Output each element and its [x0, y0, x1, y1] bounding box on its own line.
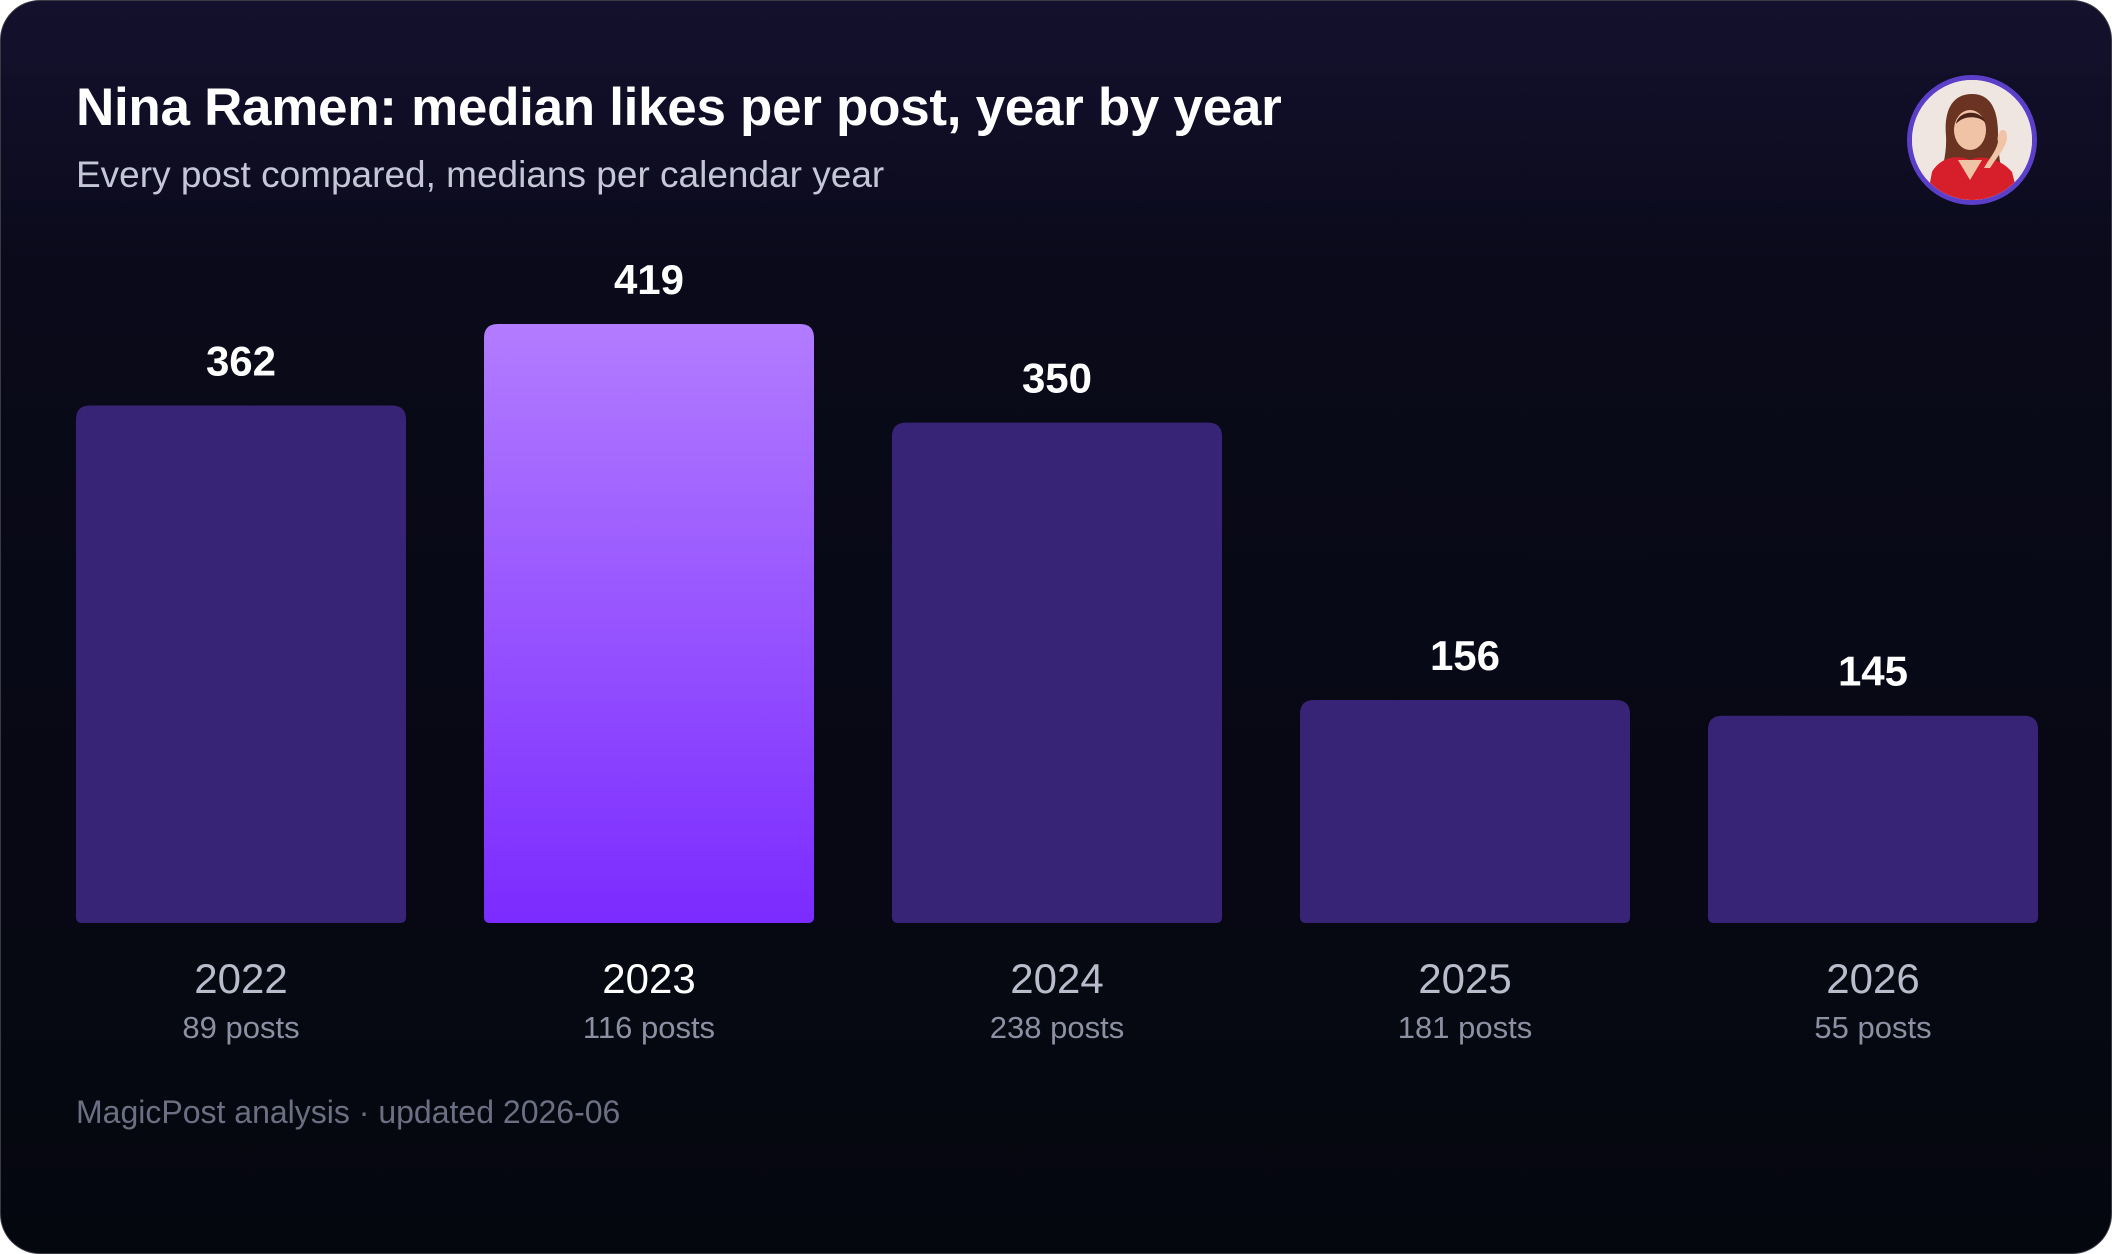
bar-2024 [892, 422, 1222, 923]
year-label-2025: 2025 [1418, 955, 1511, 1002]
bar-2022 [76, 405, 406, 923]
year-label-2026: 2026 [1826, 955, 1919, 1002]
post-count-2025: 181 posts [1398, 1010, 1532, 1045]
post-count-2023: 116 posts [583, 1010, 715, 1045]
value-label-2024: 350 [1022, 355, 1092, 402]
value-label-2022: 362 [206, 337, 276, 384]
year-label-2023: 2023 [602, 955, 695, 1002]
chart-title: Nina Ramen: median likes per post, year … [76, 78, 1282, 137]
bar-2025 [1300, 699, 1630, 923]
post-count-2024: 238 posts [990, 1010, 1124, 1045]
bars-group: 362 2022 89 posts 419 2023 116 posts 350 2024 23… [76, 256, 2038, 1045]
year-label-2024: 2024 [1010, 955, 1103, 1002]
chart-subtitle: Every post compared, medians per calenda… [76, 154, 885, 195]
year-label-2022: 2022 [194, 955, 287, 1002]
value-label-2026: 145 [1838, 648, 1908, 695]
post-count-2022: 89 posts [182, 1010, 299, 1045]
avatar-image [1912, 80, 2032, 200]
profile-photo-icon [1907, 75, 2037, 205]
bar-2026 [1708, 715, 2038, 923]
value-label-2023: 419 [614, 256, 684, 303]
value-label-2025: 156 [1430, 632, 1500, 679]
footer-source: MagicPost analysis · updated 2026-06 [76, 1094, 621, 1130]
post-count-2026: 55 posts [1814, 1010, 1931, 1045]
bar-2023 [484, 324, 814, 923]
